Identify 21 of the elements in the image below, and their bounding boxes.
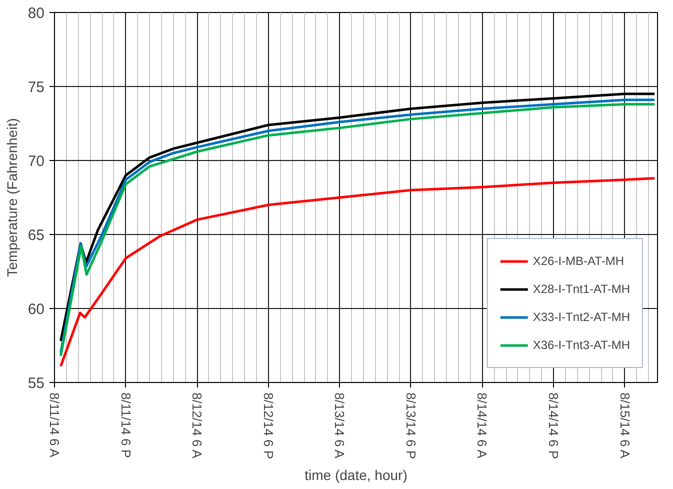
x-tick-label: 8/13/14 6 A — [332, 392, 348, 459]
x-tick-label: 8/11/14 6 P — [118, 392, 134, 458]
y-axis-title: Temperature (Fahrenheit) — [4, 118, 20, 277]
x-tick-label: 8/13/14 6 P — [403, 392, 418, 459]
x-tick-label: 8/14/14 6 A — [474, 392, 490, 459]
legend-label: X28-I-Tnt1-AT-MH — [532, 282, 630, 296]
legend-label: X33-I-Tnt2-AT-MH — [532, 310, 630, 324]
legend-label: X26-I-MB-AT-MH — [532, 254, 624, 268]
y-tick-label: 80 — [28, 5, 45, 22]
y-tick-label: 70 — [28, 153, 45, 170]
legend-label: X36-I-Tnt3-AT-MH — [532, 338, 630, 352]
y-tick-label: 65 — [28, 227, 45, 244]
y-tick-label: 55 — [28, 375, 45, 392]
x-tick-label: 8/12/14 6 P — [260, 392, 276, 459]
x-tick-label: 8/14/14 6 P — [546, 392, 562, 459]
x-tick-label: 8/11/14 6 A — [47, 392, 62, 458]
y-tick-label: 60 — [28, 301, 45, 318]
x-tick-label: 8/12/14 6 A — [190, 392, 205, 459]
x-tick-label: 8/15/14 6 A — [617, 392, 632, 459]
y-tick-label: 75 — [28, 79, 45, 96]
x-axis-title: time (date, hour) — [304, 467, 408, 483]
